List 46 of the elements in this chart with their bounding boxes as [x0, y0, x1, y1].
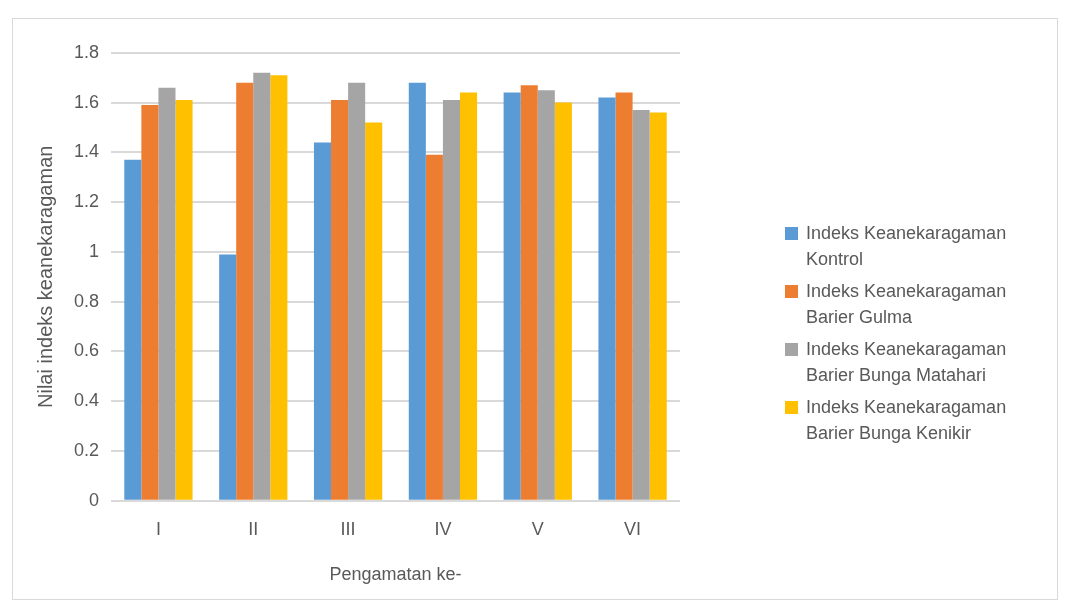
bar: [158, 87, 176, 500]
y-tick-label: 0.4: [73, 390, 100, 411]
bar: [503, 92, 521, 500]
bar: [442, 100, 460, 500]
bar: [236, 82, 254, 500]
bar: [425, 154, 443, 500]
y-tick-label: 1.6: [73, 91, 100, 112]
x-tick-label: IV: [434, 518, 452, 539]
bar: [649, 112, 667, 500]
bar: [219, 254, 237, 500]
bar: [554, 102, 572, 500]
bar: [348, 82, 366, 500]
y-axis-title: Nilai indeks keanekaragaman: [33, 145, 56, 408]
x-tick-label: V: [531, 518, 544, 539]
x-tick-label: I: [155, 518, 161, 539]
legend-label: Indeks Keanekaragaman Kontrol: [806, 222, 1008, 271]
x-tick-label: III: [340, 518, 356, 539]
y-tick-label: 0.6: [73, 340, 100, 361]
bar: [313, 142, 332, 500]
legend-label: Indeks Keanekaragaman Barier Bunga Matahari: [806, 338, 1008, 387]
bar: [175, 100, 193, 500]
bar: [124, 159, 142, 500]
bar: [331, 100, 349, 500]
y-tick-label: 1.8: [73, 41, 100, 62]
bar: [253, 72, 271, 500]
bar: [520, 85, 538, 500]
bar: [537, 90, 555, 500]
bar: [460, 92, 478, 500]
bar: [408, 82, 426, 500]
y-tick-label: 1: [89, 240, 100, 261]
y-tick-label: 1.2: [73, 191, 100, 212]
y-tick-label: 1.4: [73, 141, 100, 162]
bar: [270, 75, 288, 500]
y-tick-label: 0.2: [73, 439, 100, 460]
legend-label: Indeks Keanekaragaman Barier Bunga Kenikir: [806, 396, 1008, 445]
bar: [632, 110, 650, 500]
bar: [615, 92, 633, 500]
x-axis-title: Pengamatan ke-: [329, 564, 462, 585]
bar: [141, 105, 159, 500]
legend-label: Indeks Keanekaragaman Barier Gulma: [806, 280, 1008, 329]
x-tick-label: II: [248, 518, 259, 539]
x-tick-label: VI: [624, 518, 642, 539]
y-tick-label: 0.8: [73, 290, 100, 311]
bar: [365, 122, 383, 500]
y-tick-label: 0: [89, 489, 100, 510]
bar: [598, 97, 616, 500]
